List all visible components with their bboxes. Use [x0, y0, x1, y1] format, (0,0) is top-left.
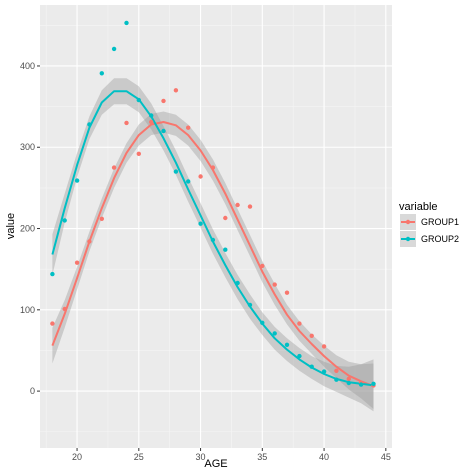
point-group2 — [321, 369, 327, 374]
x-tick-label: 25 — [134, 452, 144, 462]
point-group1 — [124, 120, 129, 126]
point-group2 — [186, 179, 191, 184]
y-tick-label: 0 — [30, 386, 35, 396]
point-group2 — [74, 178, 80, 183]
point-group1 — [186, 125, 191, 130]
point-group2 — [62, 218, 67, 223]
point-group2 — [50, 271, 55, 277]
x-axis: 20 25 30 35 40 45 — [72, 448, 391, 462]
grid-minor — [40, 5, 392, 448]
point-group1 — [173, 88, 179, 93]
point-group1 — [111, 165, 117, 170]
point-group2 — [334, 377, 339, 382]
point-group1 — [247, 204, 253, 209]
point-group2 — [297, 353, 302, 359]
point-group2 — [358, 382, 364, 387]
x-tick-label: 40 — [319, 452, 329, 462]
point-group2 — [111, 46, 117, 52]
point-group2 — [247, 302, 253, 308]
point-group1 — [223, 215, 228, 221]
point-group1 — [87, 239, 92, 244]
point-group1 — [210, 165, 216, 170]
point-group1 — [321, 344, 327, 349]
y-tick-label: 300 — [20, 142, 35, 152]
point-group1 — [161, 98, 166, 104]
y-tick-label: 200 — [20, 224, 35, 234]
data-points — [50, 20, 376, 388]
point-group2 — [161, 128, 166, 134]
point-group2 — [173, 169, 179, 174]
point-group2 — [346, 380, 351, 386]
point-group1 — [272, 282, 277, 287]
point-group2 — [210, 237, 216, 243]
legend-title: variable — [399, 201, 438, 213]
point-group1 — [198, 174, 203, 179]
legend-label-group2: GROUP2 — [421, 234, 459, 244]
y-tick-label: 400 — [20, 61, 35, 71]
x-tick-label: 45 — [381, 452, 391, 462]
legend: variable GROUP1 GROUP2 — [399, 201, 459, 247]
point-group1 — [136, 151, 141, 156]
point-group1 — [62, 306, 67, 312]
point-group2 — [235, 280, 240, 286]
x-axis-title: AGE — [204, 458, 227, 470]
point-group1 — [260, 263, 265, 269]
point-group2 — [87, 122, 92, 127]
y-tick-label: 100 — [20, 305, 35, 315]
point-group2 — [371, 381, 376, 386]
point-group1 — [309, 333, 314, 338]
x-tick-label: 30 — [196, 452, 206, 462]
point-group1 — [297, 321, 302, 326]
point-group1 — [99, 216, 105, 221]
point-group2 — [136, 97, 141, 103]
y-axis-title: value — [5, 213, 17, 239]
y-axis: 0 100 200 300 400 — [20, 61, 40, 396]
point-group2 — [260, 320, 265, 325]
grid-major — [40, 5, 392, 448]
point-group2 — [284, 342, 290, 347]
point-group2 — [149, 113, 154, 118]
point-group2 — [124, 20, 129, 26]
panel-background — [40, 5, 392, 448]
point-group2 — [99, 71, 105, 76]
point-group2 — [223, 247, 228, 252]
x-tick-label: 20 — [72, 452, 82, 462]
point-group2 — [272, 331, 277, 336]
point-group2 — [198, 221, 203, 226]
point-group1 — [284, 290, 290, 295]
point-group2 — [309, 364, 314, 369]
point-group1 — [149, 119, 154, 125]
smooth-line-group1 — [51, 121, 374, 388]
x-tick-label: 35 — [257, 452, 267, 462]
point-group1 — [50, 321, 55, 326]
point-group1 — [346, 376, 351, 382]
legend-label-group1: GROUP1 — [421, 217, 459, 227]
point-group1 — [74, 260, 80, 265]
point-group1 — [334, 368, 339, 373]
legend-key-point — [405, 219, 411, 225]
legend-key-point — [405, 236, 411, 242]
confidence-band-group2 — [52, 78, 374, 412]
point-group1 — [235, 202, 240, 208]
